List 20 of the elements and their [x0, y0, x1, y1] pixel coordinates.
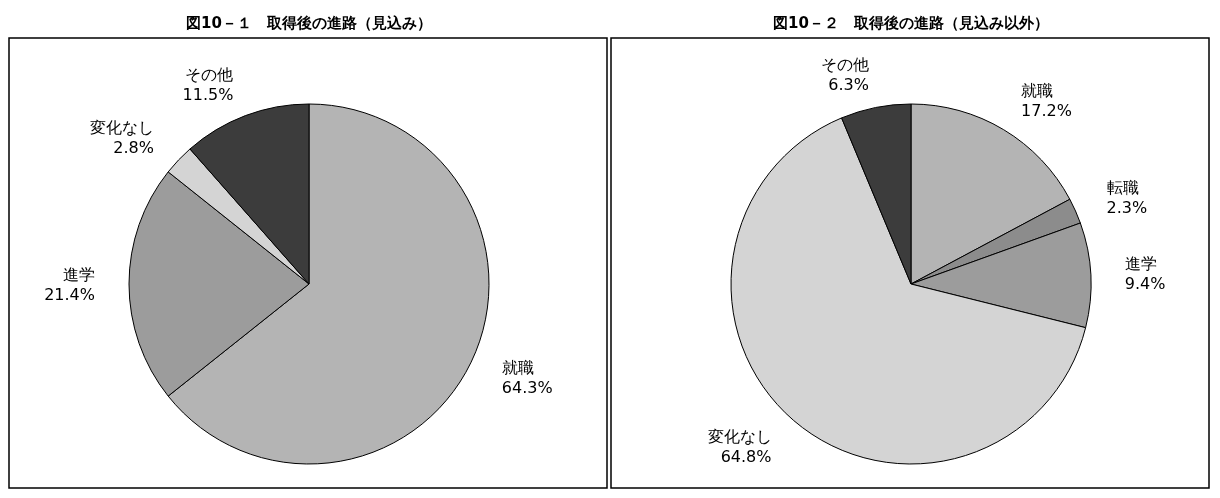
slice-label: 進学	[1124, 254, 1157, 274]
chart-title: 図10－２ 取得後の進路（見込み以外）	[773, 14, 1049, 32]
data-label: 64.8%	[720, 447, 772, 467]
slice-label: 転職	[1106, 178, 1139, 198]
slice-label: その他	[185, 64, 234, 84]
data-label: 2.8%	[113, 137, 154, 157]
slice-label: 変化なし	[707, 427, 772, 447]
data-label: 17.2%	[1021, 101, 1072, 121]
data-label: 2.3%	[1106, 198, 1148, 218]
slice-label: その他	[820, 55, 869, 75]
slice-label: 変化なし	[89, 117, 154, 137]
slice-label: 就職	[501, 357, 534, 377]
chart-title: 図10－１ 取得後の進路（見込み）	[186, 14, 432, 32]
slice-label: 進学	[63, 265, 95, 284]
data-label: 21.4%	[44, 285, 95, 304]
data-label: 64.3%	[501, 377, 553, 397]
slice-label: 就職	[1021, 81, 1054, 101]
data-label: 11.5%	[182, 84, 234, 104]
data-label: 6.3%	[828, 75, 869, 95]
data-label: 9.4%	[1124, 274, 1166, 294]
